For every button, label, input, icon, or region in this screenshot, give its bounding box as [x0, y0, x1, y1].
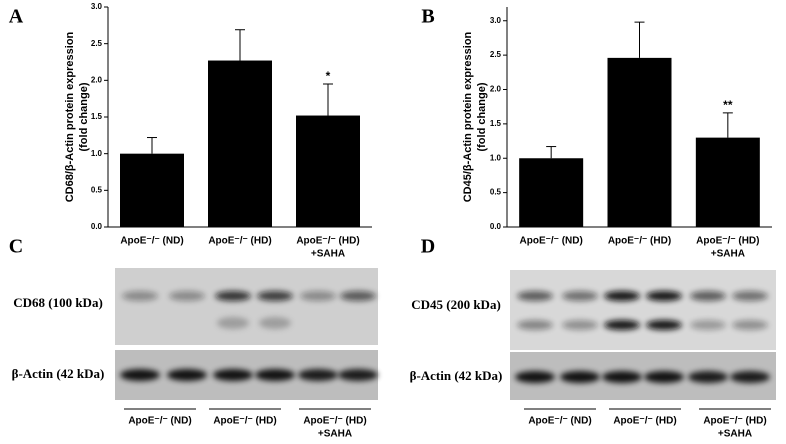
- y-tick-label: 0.0: [490, 222, 502, 231]
- band: [690, 320, 726, 330]
- panel-label: A: [9, 6, 24, 28]
- y-tick-label: 0.0: [91, 222, 103, 231]
- y-tick-label: 2.5: [91, 39, 103, 48]
- band: [688, 371, 728, 383]
- y-tick-label: 2.0: [490, 85, 502, 94]
- band: [340, 291, 376, 301]
- x-tick-label: ApoE⁻/⁻ (HD): [696, 236, 759, 247]
- band: [644, 371, 684, 383]
- band: [515, 371, 555, 383]
- row-label: β-Actin (42 kDa): [410, 368, 503, 383]
- y-tick-label: 1.5: [490, 119, 502, 128]
- blot-top: [510, 270, 776, 350]
- blot-top: [115, 268, 378, 345]
- band: [215, 291, 251, 301]
- group-label: +SAHA: [318, 429, 352, 440]
- group-label: ApoE⁻/⁻ (HD): [213, 416, 276, 427]
- band: [732, 320, 768, 330]
- group-label: ApoE⁻/⁻ (HD): [703, 416, 766, 427]
- x-tick-label: ApoE⁻/⁻ (ND): [120, 236, 183, 247]
- group-label: ApoE⁻/⁻ (ND): [128, 416, 191, 427]
- bar: [208, 60, 272, 228]
- band: [604, 320, 640, 330]
- y-tick-label: 0.5: [490, 188, 502, 197]
- group-label: +SAHA: [718, 429, 752, 440]
- band: [646, 320, 682, 330]
- x-tick-label: ApoE⁻/⁻ (ND): [520, 236, 583, 247]
- band: [213, 369, 253, 381]
- band: [602, 371, 642, 383]
- bar: [519, 158, 584, 227]
- bar: [120, 153, 184, 227]
- band: [338, 369, 378, 381]
- bar: [695, 137, 760, 227]
- y-tick-label: 3.0: [91, 2, 103, 11]
- significance: **: [723, 98, 733, 112]
- y-tick-label: 2.0: [91, 75, 103, 84]
- band: [604, 291, 640, 301]
- row-label: CD68 (100 kDa): [13, 295, 103, 310]
- y-tick-label: 3.0: [490, 16, 502, 25]
- band: [122, 291, 158, 301]
- row-label: CD45 (200 kDa): [411, 297, 501, 312]
- band: [690, 291, 726, 301]
- band: [298, 369, 338, 381]
- band: [517, 291, 553, 301]
- band: [120, 369, 160, 381]
- group-label: ApoE⁻/⁻ (HD): [303, 416, 366, 427]
- band: [217, 317, 249, 329]
- band: [259, 317, 291, 329]
- band: [167, 369, 207, 381]
- band: [517, 320, 553, 330]
- y-axis-label: (fold change): [78, 82, 90, 151]
- band: [169, 291, 205, 301]
- x-tick-label: ApoE⁻/⁻ (HD): [208, 236, 271, 247]
- panel-label: D: [421, 236, 435, 258]
- panel-label: C: [9, 236, 23, 258]
- x-tick-label: ApoE⁻/⁻ (HD): [296, 236, 359, 247]
- bar: [607, 57, 672, 227]
- bar: [296, 115, 360, 227]
- y-tick-label: 1.0: [91, 149, 103, 158]
- y-tick-label: 1.0: [490, 153, 502, 162]
- band: [562, 320, 598, 330]
- x-tick-label: ApoE⁻/⁻ (HD): [608, 236, 671, 247]
- band: [562, 291, 598, 301]
- band: [646, 291, 682, 301]
- y-axis-label: CD45/β-Actin protein expression: [462, 31, 474, 202]
- band: [255, 369, 295, 381]
- x-tick-label: +SAHA: [711, 249, 745, 260]
- panel-label: B: [421, 6, 434, 28]
- significance: *: [326, 69, 331, 83]
- y-axis-label: (fold change): [476, 82, 488, 151]
- band: [257, 291, 293, 301]
- y-tick-label: 1.5: [91, 112, 103, 121]
- group-label: ApoE⁻/⁻ (ND): [528, 416, 591, 427]
- x-tick-label: +SAHA: [311, 249, 345, 260]
- y-tick-label: 2.5: [490, 50, 502, 59]
- band: [560, 371, 600, 383]
- band: [730, 371, 770, 383]
- band: [300, 291, 336, 301]
- row-label: β-Actin (42 kDa): [12, 366, 105, 381]
- y-tick-label: 0.5: [91, 185, 103, 194]
- group-label: ApoE⁻/⁻ (HD): [613, 416, 676, 427]
- y-axis-label: CD68/β-Actin protein expression: [64, 31, 76, 202]
- band: [732, 291, 768, 301]
